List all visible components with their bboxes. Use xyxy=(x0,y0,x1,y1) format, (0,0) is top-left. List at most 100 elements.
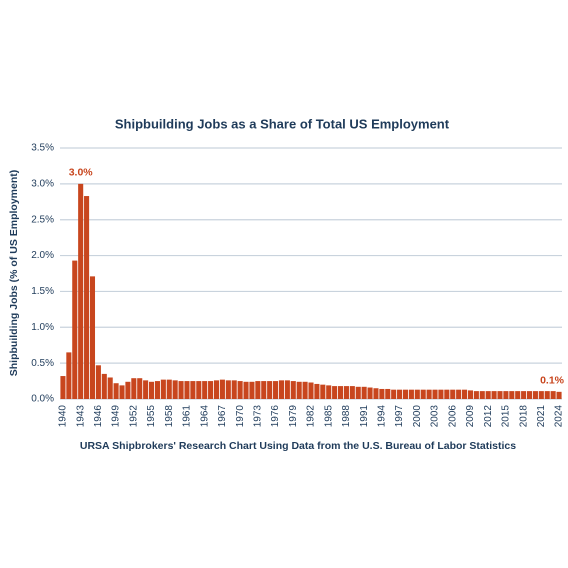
bar xyxy=(249,381,255,399)
x-tick-label: 1994 xyxy=(377,405,388,428)
bar xyxy=(154,381,160,399)
bar xyxy=(538,391,544,399)
bar xyxy=(296,381,302,399)
x-tick-label: 1976 xyxy=(270,405,281,428)
bar xyxy=(119,385,125,399)
bar xyxy=(556,391,562,399)
y-tick-label: 2.0% xyxy=(31,250,54,261)
bar xyxy=(125,381,131,399)
bar xyxy=(143,380,149,399)
bar xyxy=(391,389,397,399)
bar xyxy=(432,389,438,399)
bar xyxy=(255,381,261,399)
bar xyxy=(178,381,184,399)
x-tick-label: 1949 xyxy=(111,405,122,428)
bar xyxy=(107,377,113,399)
bar xyxy=(202,381,208,399)
x-tick-label: 2018 xyxy=(518,405,529,428)
x-tick-label: 2000 xyxy=(412,405,423,428)
x-tick-label: 1985 xyxy=(323,405,334,428)
x-tick-label: 2021 xyxy=(536,405,547,428)
bar xyxy=(397,389,403,399)
bar xyxy=(497,391,503,399)
bar xyxy=(72,260,78,399)
bar xyxy=(462,389,468,399)
x-tick-label: 1958 xyxy=(164,405,175,428)
bar xyxy=(84,196,90,399)
chart-title: Shipbuilding Jobs as a Share of Total US… xyxy=(115,116,450,131)
bar xyxy=(420,389,426,399)
y-axis-title: Shipbuilding Jobs (% of US Employment) xyxy=(8,170,20,377)
bar xyxy=(196,381,202,399)
bar xyxy=(550,391,556,399)
bar xyxy=(60,376,66,399)
bar xyxy=(113,383,119,399)
bar xyxy=(308,382,314,399)
x-tick-label: 1970 xyxy=(235,405,246,428)
bar xyxy=(349,386,355,399)
bar xyxy=(408,389,414,399)
bar xyxy=(367,387,373,399)
x-tick-label: 1943 xyxy=(75,405,86,428)
bar xyxy=(131,378,137,399)
bar xyxy=(438,389,444,399)
y-tick-label: 1.0% xyxy=(31,322,54,333)
bar xyxy=(326,385,332,399)
bar xyxy=(385,388,391,399)
x-tick-label: 1967 xyxy=(217,405,228,428)
y-tick-label: 0.0% xyxy=(31,394,54,405)
bar xyxy=(231,380,237,399)
bar xyxy=(101,373,107,399)
x-tick-label: 2015 xyxy=(501,405,512,428)
bar xyxy=(485,391,491,399)
bar xyxy=(267,381,273,399)
bar xyxy=(208,381,214,399)
bar xyxy=(243,381,249,399)
y-tick-label: 1.5% xyxy=(31,286,54,297)
x-tick-label: 2003 xyxy=(430,405,441,428)
bar xyxy=(332,386,338,399)
value-label: 3.0% xyxy=(69,167,94,179)
bar xyxy=(509,391,515,399)
bar xyxy=(426,389,432,399)
bar xyxy=(225,380,231,399)
bar xyxy=(137,378,143,399)
bar xyxy=(379,388,385,399)
bar xyxy=(473,391,479,399)
bar xyxy=(314,383,320,399)
y-tick-label: 2.5% xyxy=(31,214,54,225)
bar xyxy=(78,183,84,399)
bar xyxy=(213,380,220,399)
x-axis-title: URSA Shipbrokers' Research Chart Using D… xyxy=(80,440,516,452)
bar xyxy=(190,381,196,399)
bar xyxy=(261,381,267,399)
x-tick-label: 1961 xyxy=(182,405,193,428)
y-tick-label: 3.5% xyxy=(31,143,54,154)
bar xyxy=(444,389,450,399)
x-tick-label: 2009 xyxy=(465,405,476,428)
bar xyxy=(219,379,225,399)
x-tick-label: 1982 xyxy=(306,405,317,428)
bar xyxy=(95,365,101,399)
bar xyxy=(160,379,166,399)
bar xyxy=(302,381,308,399)
x-tick-label: 1979 xyxy=(288,405,299,428)
bar xyxy=(237,381,243,399)
bar xyxy=(479,391,485,399)
bar xyxy=(343,386,349,399)
bar xyxy=(503,391,509,399)
bar xyxy=(320,384,326,399)
x-tick-label: 1955 xyxy=(146,405,157,428)
y-tick-label: 3.0% xyxy=(31,178,54,189)
bar xyxy=(361,386,367,399)
bar xyxy=(149,381,155,399)
x-tick-label: 1952 xyxy=(128,405,139,428)
bar xyxy=(166,379,172,399)
bar xyxy=(355,386,361,399)
x-tick-label: 1964 xyxy=(199,405,210,428)
bar xyxy=(337,386,344,399)
bar xyxy=(172,380,178,399)
x-tick-label: 1973 xyxy=(252,405,263,428)
bar xyxy=(284,380,290,399)
